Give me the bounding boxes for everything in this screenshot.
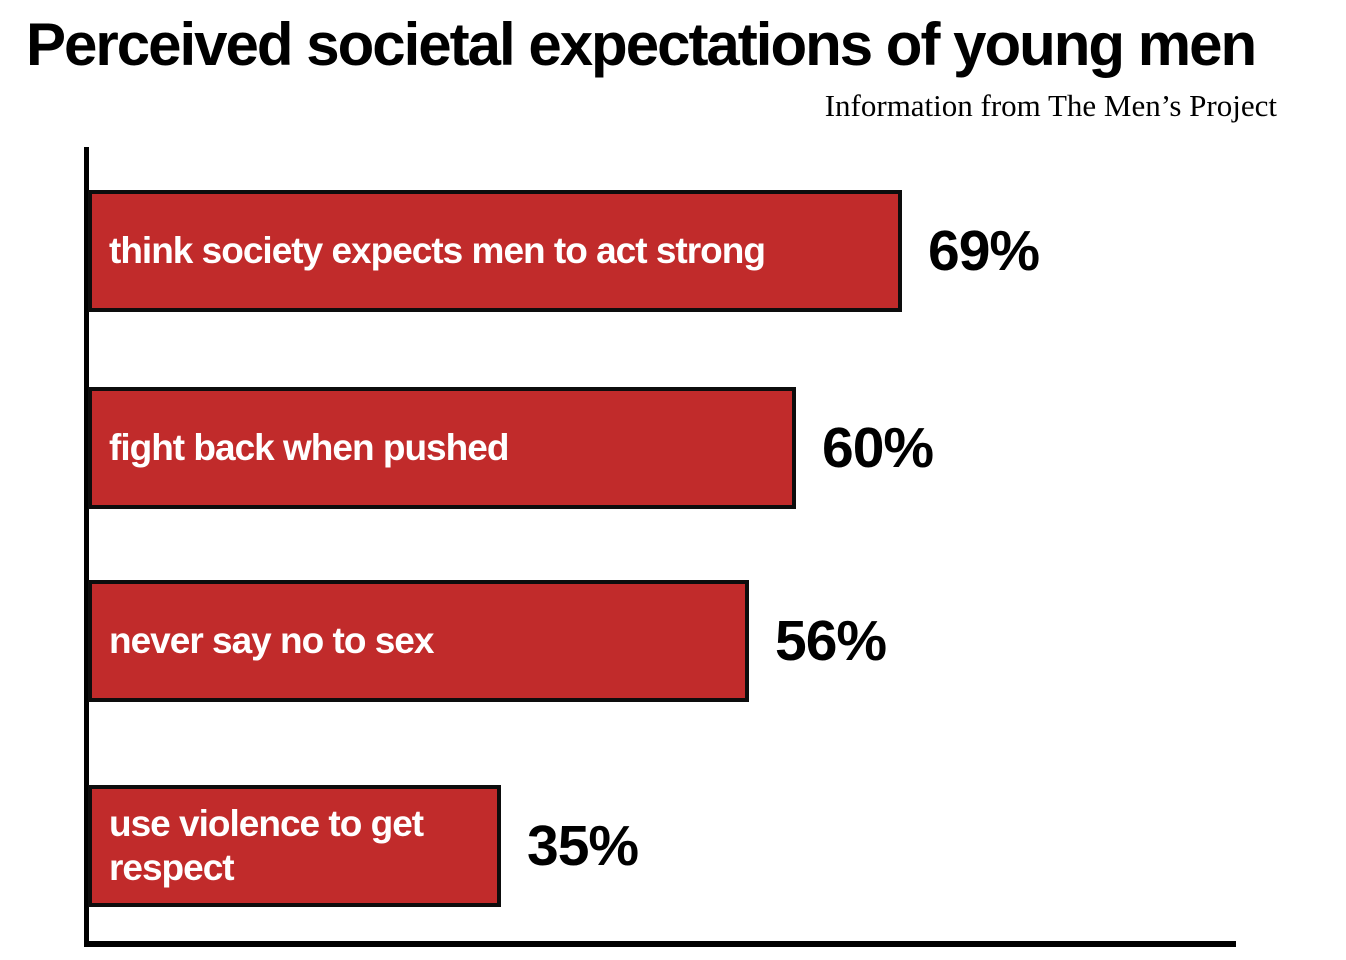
bar-label: think society expects men to act strong xyxy=(109,230,766,272)
bar-row-use-violence: use violence to get respect 35% xyxy=(88,785,639,907)
bar-use-violence-to-get-respect: use violence to get respect xyxy=(88,785,501,907)
value-label: 60% xyxy=(822,416,934,480)
chart-subtitle: Information from The Men’s Project xyxy=(824,88,1277,123)
plot-area: think society expects men to act strong … xyxy=(84,147,1346,947)
bar-row-never-say-no: never say no to sex 56% xyxy=(88,580,887,702)
bar-think-society-expects-men-to-act-strong: think society expects men to act strong xyxy=(88,190,902,312)
x-axis-line xyxy=(84,941,1236,947)
y-axis-line xyxy=(84,147,89,947)
bar-label: fight back when pushed xyxy=(109,427,509,469)
value-label: 56% xyxy=(775,609,887,673)
value-label: 69% xyxy=(928,219,1040,283)
bar-label: use violence to get respect xyxy=(109,803,424,888)
bar-label: never say no to sex xyxy=(109,620,434,662)
bar-row-fight-back: fight back when pushed 60% xyxy=(88,387,934,509)
bar-row-act-strong: think society expects men to act strong … xyxy=(88,190,1040,312)
bar-never-say-no-to-sex: never say no to sex xyxy=(88,580,749,702)
value-label: 35% xyxy=(527,814,639,878)
bar-fight-back-when-pushed: fight back when pushed xyxy=(88,387,796,509)
chart-title: Perceived societal expectations of young… xyxy=(26,11,1257,78)
